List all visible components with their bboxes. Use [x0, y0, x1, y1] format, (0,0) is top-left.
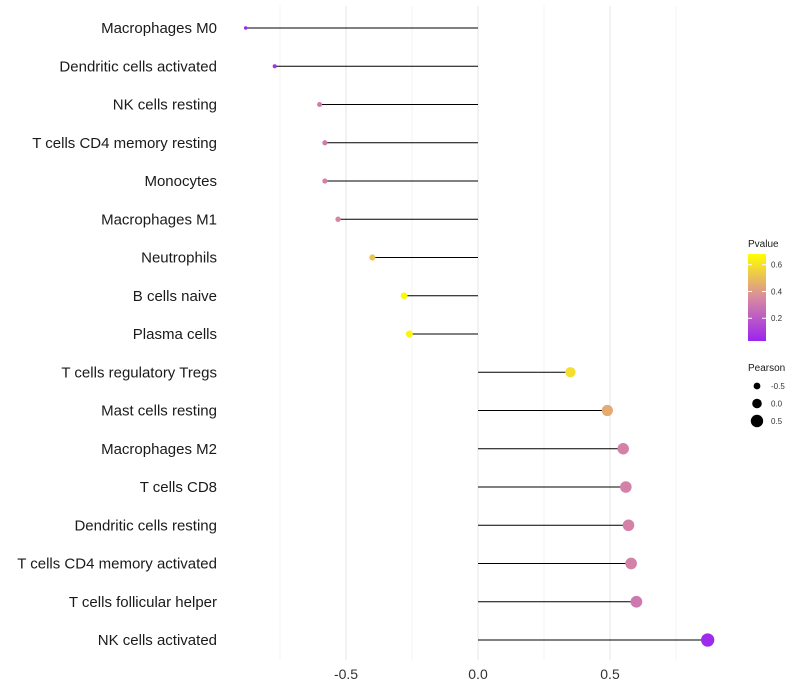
pvalue-colorbar [748, 254, 766, 341]
category-label: NK cells resting [113, 97, 217, 114]
lollipop-dot [243, 26, 248, 30]
lollipop-dot [622, 519, 635, 532]
category-label: T cells CD8 [140, 479, 217, 496]
x-axis-ticks: -0.5 0.0 0.5 [334, 666, 620, 682]
category-label: T cells regulatory Tregs [61, 364, 217, 381]
category-label: T cells follicular helper [69, 594, 217, 611]
pvalue-tick-label: 0.2 [771, 314, 783, 323]
pvalue-tick-label: 0.6 [771, 261, 783, 270]
category-label: Macrophages M1 [101, 211, 217, 228]
category-label: B cells naive [133, 288, 217, 305]
pearson-key-label: 0.5 [771, 417, 783, 426]
pearson-key-label: 0.0 [771, 400, 783, 409]
lollipop-dot [630, 595, 643, 608]
category-label: Dendritic cells resting [74, 517, 217, 534]
category-label: Plasma cells [133, 326, 217, 343]
pearson-legend-title: Pearson [748, 363, 785, 374]
category-label: Dendritic cells activated [59, 58, 217, 75]
x-tick-label: 0.0 [468, 666, 488, 682]
category-label: NK cells activated [98, 632, 217, 649]
category-label: T cells CD4 memory activated [17, 556, 217, 573]
lollipop-dot [322, 178, 328, 184]
lollipop-dot [400, 292, 408, 300]
category-label: Macrophages M2 [101, 441, 217, 458]
category-labels: Macrophages M0 Dendritic cells activated N… [17, 20, 217, 649]
lollipop-dot [322, 140, 328, 146]
category-label: Mast cells resting [101, 403, 217, 420]
lollipop-dot [601, 404, 613, 417]
lollipop-dot [369, 254, 376, 261]
lollipop-dot [405, 330, 413, 338]
lollipop-dot [625, 557, 637, 570]
category-label: Monocytes [144, 173, 217, 190]
category-label: Neutrophils [141, 250, 217, 267]
category-label: T cells CD4 memory resting [32, 135, 217, 152]
pvalue-legend-ticks: 0.2 0.4 0.6 [748, 261, 783, 323]
legends: Pvalue 0.2 0.4 0.6 Pearson -0.5 0.0 0.5 [748, 239, 785, 428]
pearson-size-key [750, 414, 764, 428]
dot-layer [243, 26, 715, 647]
lollipop-dot [565, 367, 576, 378]
lollipop-dot [617, 443, 629, 455]
pearson-key-label: -0.5 [771, 382, 785, 391]
lollipop-dot [335, 216, 341, 222]
category-label: Macrophages M0 [101, 20, 217, 37]
lollipop-dot [620, 481, 632, 493]
pearson-legend-keys: -0.5 0.0 0.5 [750, 382, 785, 428]
stem-layer [245, 27, 708, 641]
pearson-size-key [752, 398, 762, 409]
pvalue-legend-title: Pvalue [748, 239, 779, 250]
pearson-size-key [753, 382, 761, 390]
lollipop-dot [272, 64, 277, 69]
x-tick-label: 0.5 [600, 666, 620, 682]
lollipop-dot [701, 633, 715, 647]
lollipop-dot [317, 101, 323, 108]
pvalue-tick-label: 0.4 [771, 287, 783, 296]
x-tick-label: -0.5 [334, 666, 358, 682]
